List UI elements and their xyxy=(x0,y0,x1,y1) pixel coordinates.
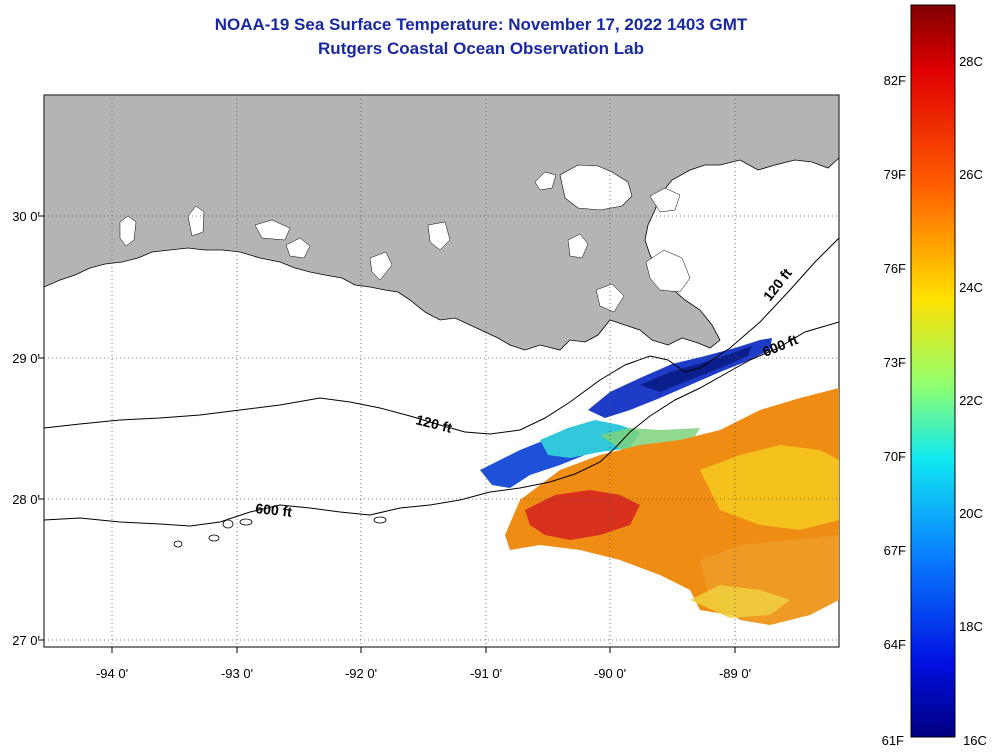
lon-label: -93 0' xyxy=(221,666,253,681)
longitude-labels: -94 0' -93 0' -92 0' -91 0' -90 0' -89 0… xyxy=(96,666,751,681)
map-title: NOAA-19 Sea Surface Temperature: Novembe… xyxy=(214,15,748,34)
graticule xyxy=(44,95,839,647)
colorbar-f-label: 70F xyxy=(884,449,906,464)
lake-salvador xyxy=(567,233,589,259)
colorbar xyxy=(910,4,956,738)
latitude-labels: 30 0' 29 0' 28 0' 27 0' xyxy=(12,209,40,648)
white-lake xyxy=(187,205,205,237)
colorbar-f-label: 73F xyxy=(884,355,906,370)
colorbar-c-label: 18C xyxy=(959,619,983,634)
axis-ticks xyxy=(38,215,736,653)
colorbar-f-label: 82F xyxy=(884,73,906,88)
colorbar-f-label: 79F xyxy=(884,167,906,182)
sst-patch-yellow-south xyxy=(690,585,790,618)
contour-islands xyxy=(173,516,387,548)
lon-label: -91 0' xyxy=(470,666,502,681)
bay-central xyxy=(285,237,311,259)
lon-label: -89 0' xyxy=(719,666,751,681)
colorbar-fahrenheit-labels: 82F 79F 76F 73F 70F 67F 64F 61F xyxy=(882,73,906,748)
lon-label: -92 0' xyxy=(345,666,377,681)
colorbar-c-label: 24C xyxy=(959,280,983,295)
colorbar-celsius-labels: 28C 26C 24C 22C 20C 18C 16C xyxy=(959,54,987,748)
lake-maurepas xyxy=(534,171,557,191)
contour-600ft xyxy=(44,321,839,527)
colorbar-f-label: 64F xyxy=(884,637,906,652)
bay-west xyxy=(254,219,291,241)
colorbar-c-label: 20C xyxy=(959,506,983,521)
contour-label: 600 ft xyxy=(255,500,293,520)
colorbar-f-label: 67F xyxy=(884,543,906,558)
colorbar-f-label: 76F xyxy=(884,261,906,276)
colorbar-c-label: 28C xyxy=(959,54,983,69)
colorbar-c-label: 22C xyxy=(959,393,983,408)
lon-label: -90 0' xyxy=(594,666,626,681)
colorbar-f-label: 61F xyxy=(882,733,904,748)
lake-pontchartrain xyxy=(559,164,633,211)
lat-label: 30 0' xyxy=(12,209,40,224)
lat-label: 28 0' xyxy=(12,492,40,507)
map-subtitle: Rutgers Coastal Ocean Observation Lab xyxy=(318,39,644,58)
barataria-marsh xyxy=(595,283,625,313)
contour-120ft xyxy=(44,237,839,435)
lake-borgne xyxy=(649,187,681,213)
marsh-bay-2 xyxy=(369,251,393,281)
colorbar-c-label: 16C xyxy=(963,733,987,748)
lat-label: 27 0' xyxy=(12,633,40,648)
delta-marsh xyxy=(645,249,691,293)
marsh-bay-1 xyxy=(427,221,451,251)
colorbar-c-label: 26C xyxy=(959,167,983,182)
lat-label: 29 0' xyxy=(12,351,40,366)
sst-data-layer xyxy=(480,338,839,625)
sst-patch-hot xyxy=(525,490,640,540)
sst-patch-yellow-east xyxy=(700,445,839,530)
lon-label: -94 0' xyxy=(96,666,128,681)
